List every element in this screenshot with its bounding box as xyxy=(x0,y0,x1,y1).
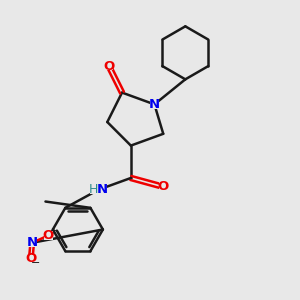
Text: O: O xyxy=(158,180,169,193)
Text: O: O xyxy=(103,60,114,73)
Text: N: N xyxy=(27,236,38,249)
Bar xyxy=(159,182,168,191)
Text: H: H xyxy=(88,183,98,196)
Bar xyxy=(28,238,37,247)
Bar xyxy=(104,62,113,70)
Bar xyxy=(44,231,53,240)
Bar xyxy=(26,254,35,263)
Text: N: N xyxy=(149,98,160,111)
Text: +: + xyxy=(49,226,57,236)
Text: N: N xyxy=(96,183,108,196)
Text: O: O xyxy=(43,229,54,242)
Text: −: − xyxy=(31,258,40,268)
Bar xyxy=(90,185,106,194)
Text: O: O xyxy=(25,252,36,266)
Bar xyxy=(150,100,159,109)
